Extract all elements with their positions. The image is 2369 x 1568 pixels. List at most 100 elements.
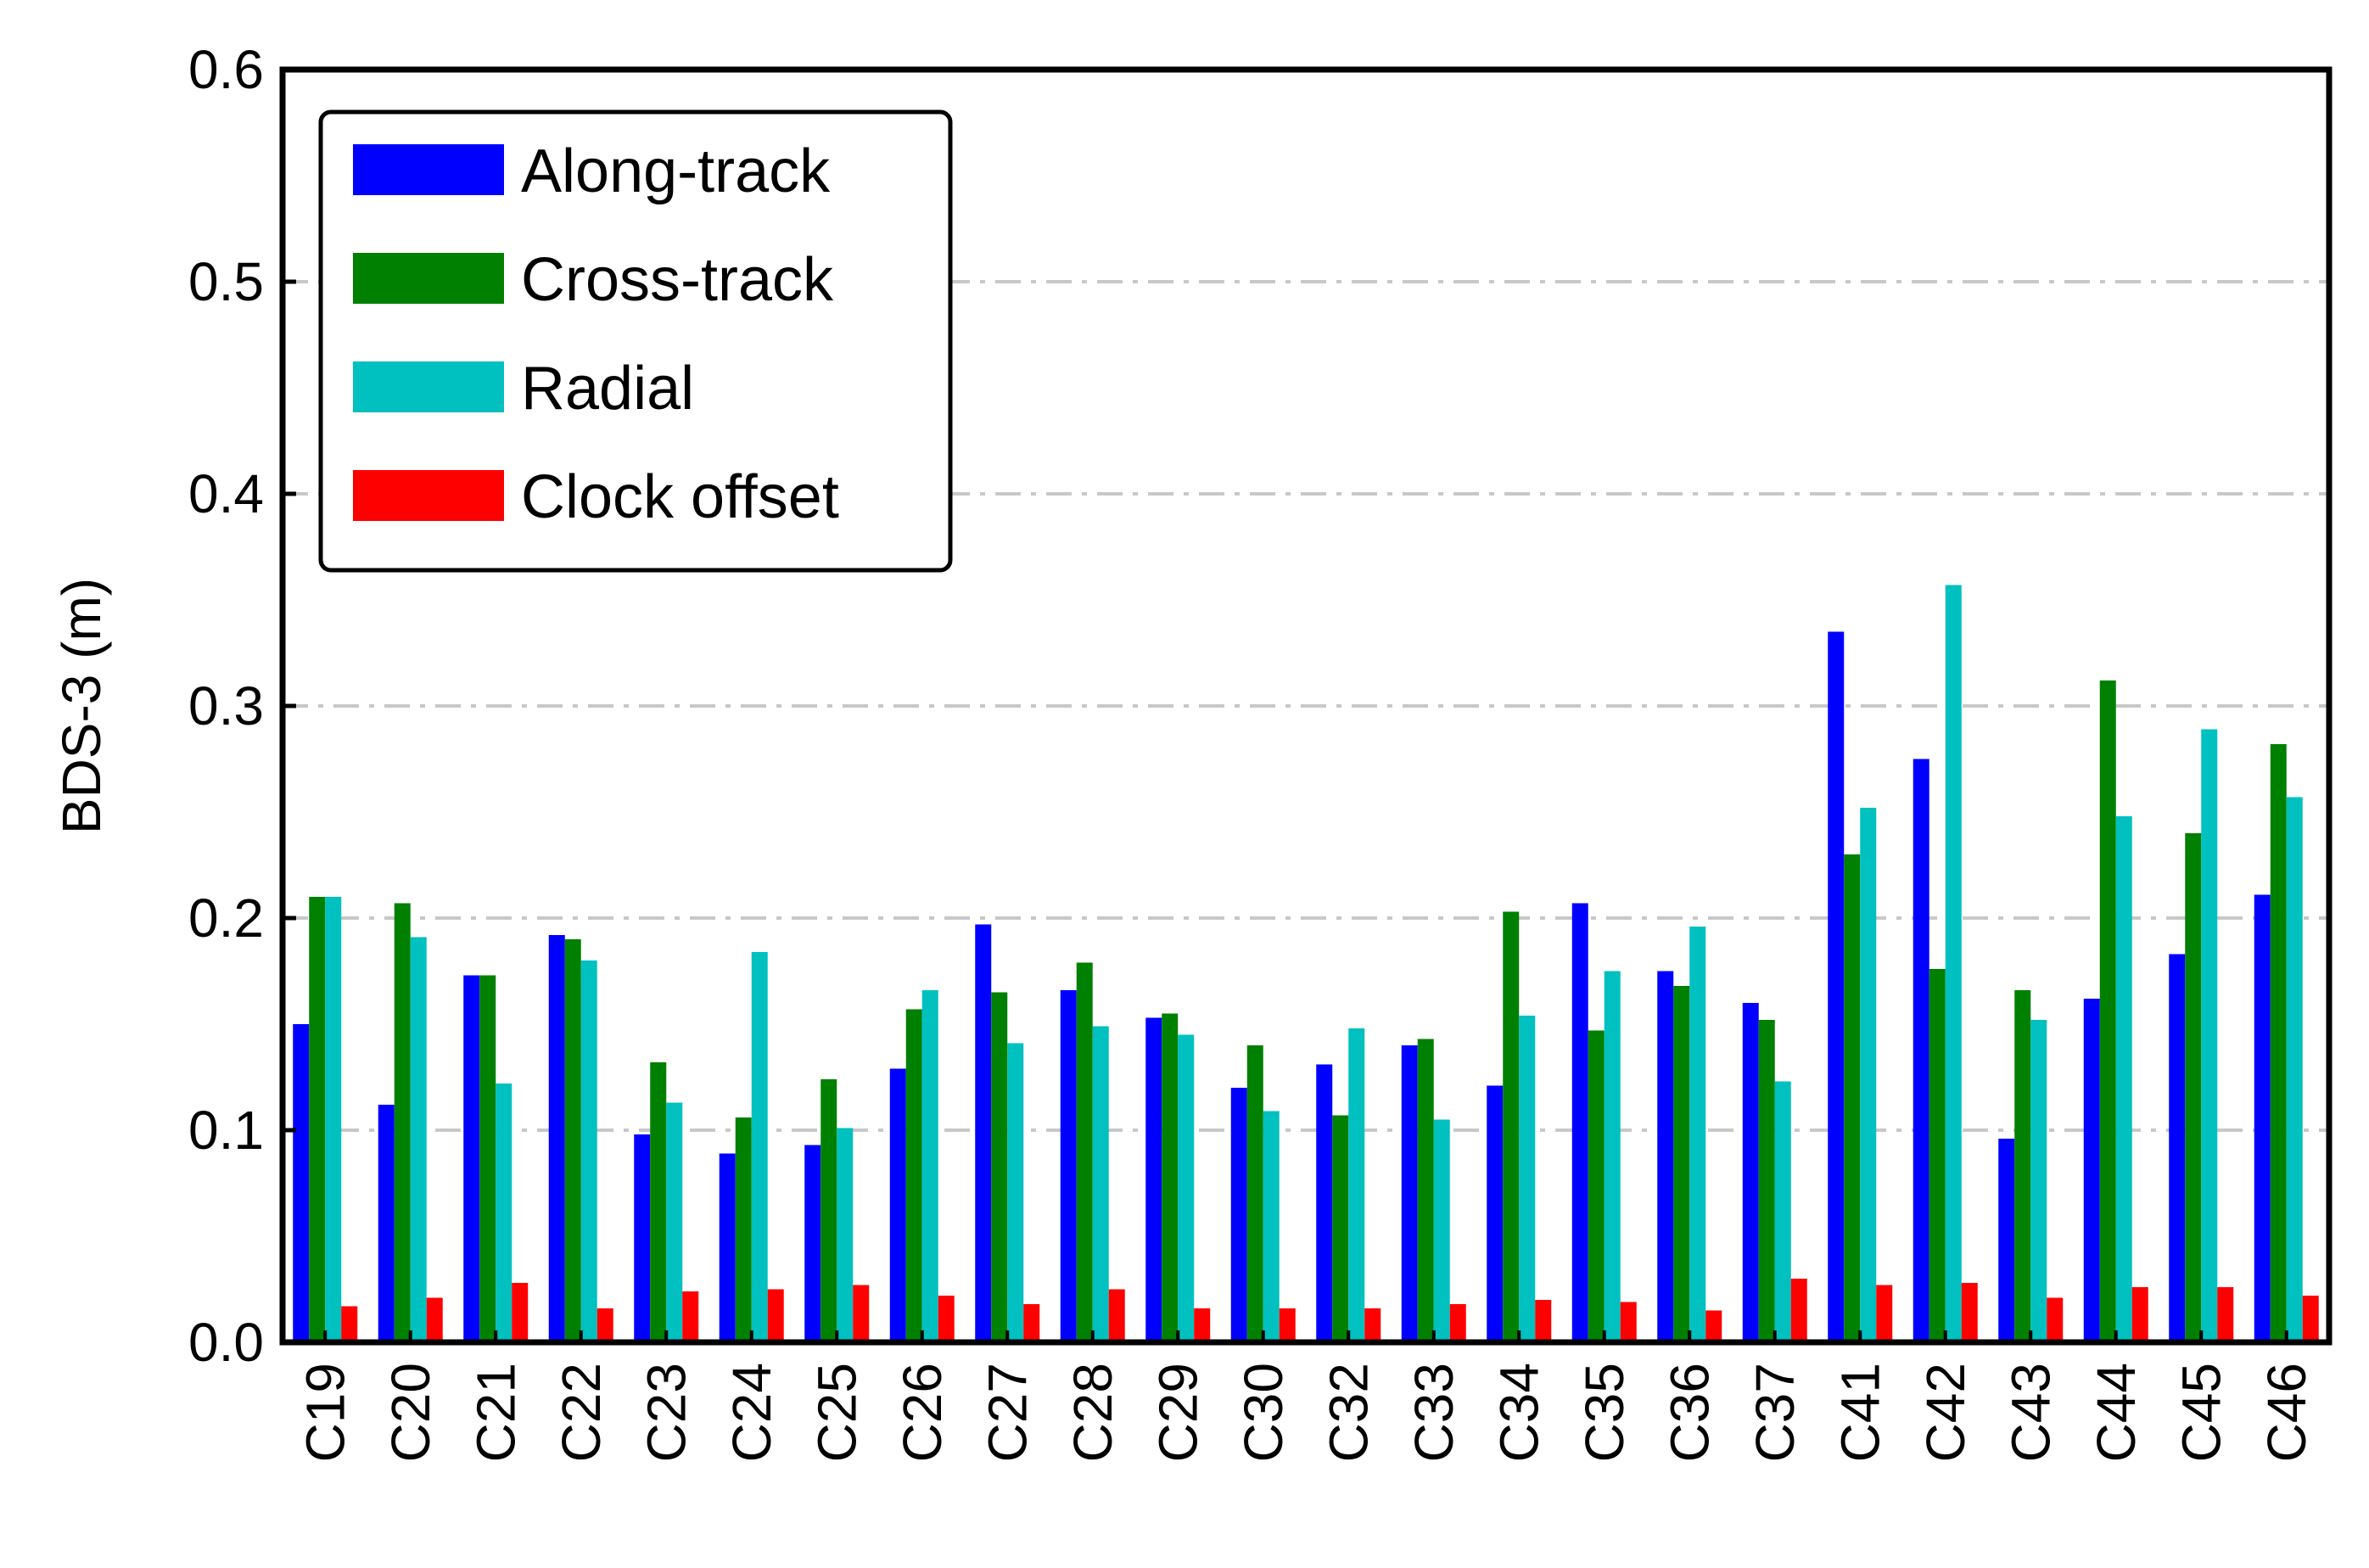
bar-radial-c32 xyxy=(1348,1028,1365,1342)
bar-clock-offset-c22 xyxy=(596,1308,613,1342)
bar-along-track-c26 xyxy=(889,1068,906,1342)
bar-radial-c24 xyxy=(751,952,768,1342)
x-tick-label: C41 xyxy=(1829,1363,1890,1462)
legend-label-along-track: Along-track xyxy=(521,137,831,205)
bar-along-track-c45 xyxy=(2169,954,2186,1342)
bar-along-track-c19 xyxy=(293,1024,310,1342)
bar-clock-offset-c45 xyxy=(2217,1287,2234,1342)
x-tick-label: C43 xyxy=(2000,1363,2061,1462)
x-tick-label: C29 xyxy=(1147,1363,1208,1462)
bar-radial-c37 xyxy=(1774,1081,1791,1342)
x-tick-label: C22 xyxy=(551,1363,612,1462)
x-tick-label: C45 xyxy=(2170,1363,2232,1462)
bar-radial-c23 xyxy=(666,1102,683,1342)
bar-along-track-c27 xyxy=(975,924,992,1342)
x-tick-label: C42 xyxy=(1915,1363,1976,1462)
bar-radial-c41 xyxy=(1860,808,1877,1342)
bar-radial-c28 xyxy=(1092,1026,1109,1342)
bar-clock-offset-c33 xyxy=(1449,1304,1466,1342)
legend-swatch-along-track xyxy=(353,144,504,195)
bar-clock-offset-c25 xyxy=(853,1285,870,1342)
bar-radial-c27 xyxy=(1007,1043,1024,1342)
y-tick-label: 0.5 xyxy=(188,251,264,312)
legend-swatch-cross-track xyxy=(353,253,504,304)
bar-radial-c35 xyxy=(1604,971,1621,1342)
legend-swatch-radial xyxy=(353,361,504,412)
x-tick-label: C33 xyxy=(1403,1363,1465,1462)
bar-clock-offset-c34 xyxy=(1535,1300,1552,1342)
bar-cross-track-c22 xyxy=(564,939,581,1342)
y-axis: 0.0 0.1 0.2 0.3 0.4 0.5 0.6 xyxy=(188,39,296,1373)
bar-clock-offset-c41 xyxy=(1876,1285,1893,1342)
bar-along-track-c28 xyxy=(1060,990,1077,1342)
bar-along-track-c33 xyxy=(1401,1045,1418,1342)
x-tick-label: C32 xyxy=(1318,1363,1379,1462)
bar-cross-track-c28 xyxy=(1076,962,1093,1342)
bar-cross-track-c26 xyxy=(905,1009,922,1342)
bar-radial-c46 xyxy=(2286,797,2303,1342)
bar-cross-track-c33 xyxy=(1417,1039,1434,1342)
bar-along-track-c46 xyxy=(2254,894,2271,1342)
bar-along-track-c34 xyxy=(1487,1085,1504,1342)
bar-along-track-c37 xyxy=(1742,1003,1759,1342)
bar-radial-c22 xyxy=(580,960,597,1342)
y-tick-label: 0.2 xyxy=(188,888,264,949)
bar-cross-track-c35 xyxy=(1588,1030,1605,1342)
x-tick-label: C25 xyxy=(806,1363,867,1462)
bar-cross-track-c37 xyxy=(1758,1020,1775,1342)
x-tick-label: C24 xyxy=(721,1363,782,1462)
x-tick-label: C37 xyxy=(1745,1363,1806,1462)
bar-along-track-c43 xyxy=(1998,1139,2015,1342)
bar-cross-track-c29 xyxy=(1162,1013,1179,1342)
bar-radial-c26 xyxy=(921,990,938,1342)
y-axis-title: BDS-3 (m) xyxy=(51,578,112,834)
legend: Along-track Cross-track Radial Clock offset xyxy=(318,109,953,573)
legend-label-radial: Radial xyxy=(521,355,694,423)
x-tick-label: C34 xyxy=(1488,1363,1549,1462)
y-tick-label: 0.3 xyxy=(188,675,264,736)
legend-swatch-clock-offset xyxy=(353,470,504,521)
bar-cross-track-c20 xyxy=(394,903,411,1342)
bar-clock-offset-c26 xyxy=(938,1296,955,1342)
x-tick-label: C44 xyxy=(2086,1363,2147,1462)
x-tick-label: C23 xyxy=(636,1363,697,1462)
bar-clock-offset-c21 xyxy=(512,1283,529,1342)
bar-along-track-c42 xyxy=(1913,759,1929,1342)
bar-cross-track-c45 xyxy=(2185,833,2202,1342)
bar-cross-track-c44 xyxy=(2099,680,2116,1342)
bar-clock-offset-c19 xyxy=(341,1306,358,1342)
bar-clock-offset-c35 xyxy=(1620,1302,1637,1342)
bar-radial-c42 xyxy=(1945,585,1962,1342)
bar-clock-offset-c44 xyxy=(2131,1287,2148,1342)
bar-cross-track-c24 xyxy=(735,1117,752,1342)
x-tick-label: C28 xyxy=(1062,1363,1123,1462)
x-tick-label: C27 xyxy=(977,1363,1038,1462)
bar-along-track-c35 xyxy=(1571,903,1588,1342)
bar-radial-c43 xyxy=(2030,1020,2047,1342)
bar-along-track-c30 xyxy=(1230,1088,1247,1342)
bar-along-track-c32 xyxy=(1316,1064,1333,1342)
x-tick-label: C19 xyxy=(294,1363,356,1462)
bar-along-track-c25 xyxy=(804,1145,821,1342)
bar-clock-offset-c23 xyxy=(682,1291,699,1342)
bar-cross-track-c43 xyxy=(2014,990,2031,1342)
x-tick-label: C20 xyxy=(380,1363,441,1462)
bar-clock-offset-c37 xyxy=(1790,1279,1807,1342)
bar-cross-track-c41 xyxy=(1844,854,1861,1342)
bar-cross-track-c42 xyxy=(1929,969,1946,1342)
bar-along-track-c21 xyxy=(463,975,480,1342)
bar-radial-c36 xyxy=(1689,927,1706,1342)
bar-cross-track-c46 xyxy=(2270,744,2287,1342)
x-axis: C19 C20 C21 C22 C23 C24 C25 C26 C27 C28 C29 C30 C32 C… xyxy=(294,1330,2317,1462)
bar-clock-offset-c28 xyxy=(1108,1289,1125,1342)
legend-label-cross-track: Cross-track xyxy=(521,246,834,314)
x-tick-label: C46 xyxy=(2256,1363,2317,1462)
bar-clock-offset-c24 xyxy=(767,1289,784,1342)
bar-radial-c33 xyxy=(1433,1119,1450,1342)
bar-clock-offset-c30 xyxy=(1279,1308,1296,1342)
bar-radial-c25 xyxy=(837,1128,854,1342)
x-tick-label: C26 xyxy=(892,1363,953,1462)
bar-radial-c44 xyxy=(2115,816,2132,1342)
bar-along-track-c41 xyxy=(1828,631,1845,1342)
bar-clock-offset-c27 xyxy=(1023,1304,1040,1342)
